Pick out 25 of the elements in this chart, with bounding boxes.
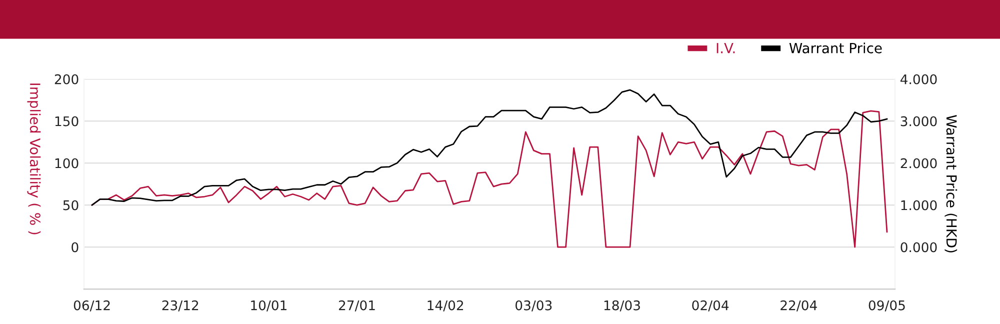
y2-tick-label: 2.000 — [900, 158, 937, 168]
x-tick-label: 14/02 — [428, 300, 464, 312]
y2-tick-label: 0.000 — [900, 242, 937, 252]
x-tick-label: 27/01 — [338, 300, 375, 312]
y2-tick-label: 4.000 — [900, 74, 937, 84]
y-tick-label: 50 — [63, 200, 78, 210]
x-tick-label: 22/04 — [780, 300, 817, 312]
x-tick-label: 09/05 — [868, 300, 905, 312]
y2-tick-label: 3.000 — [900, 116, 937, 126]
x-tick-label: 23/12 — [162, 300, 198, 312]
y2-axis-title: Warrant Price (HKD) — [944, 114, 958, 252]
line-series — [91, 89, 888, 206]
legend-label: I.V. — [716, 43, 735, 54]
x-tick-label: 18/03 — [604, 300, 640, 312]
x-tick-label: 10/01 — [251, 300, 286, 312]
y2-tick-label: 1.000 — [901, 200, 937, 210]
x-tick-label: 06/12 — [74, 300, 110, 312]
x-tick-label: 02/04 — [692, 300, 729, 312]
y-tick-label: 100 — [55, 158, 78, 168]
legend-label: Warrant Price — [789, 42, 882, 54]
y-tick-label: 150 — [55, 116, 78, 126]
y-tick-label: 200 — [54, 74, 78, 84]
x-tick-label: 03/03 — [516, 300, 552, 312]
y-axis-title: Implied Volatility ( % ) — [27, 84, 41, 234]
y-tick-label: 0 — [72, 242, 78, 252]
